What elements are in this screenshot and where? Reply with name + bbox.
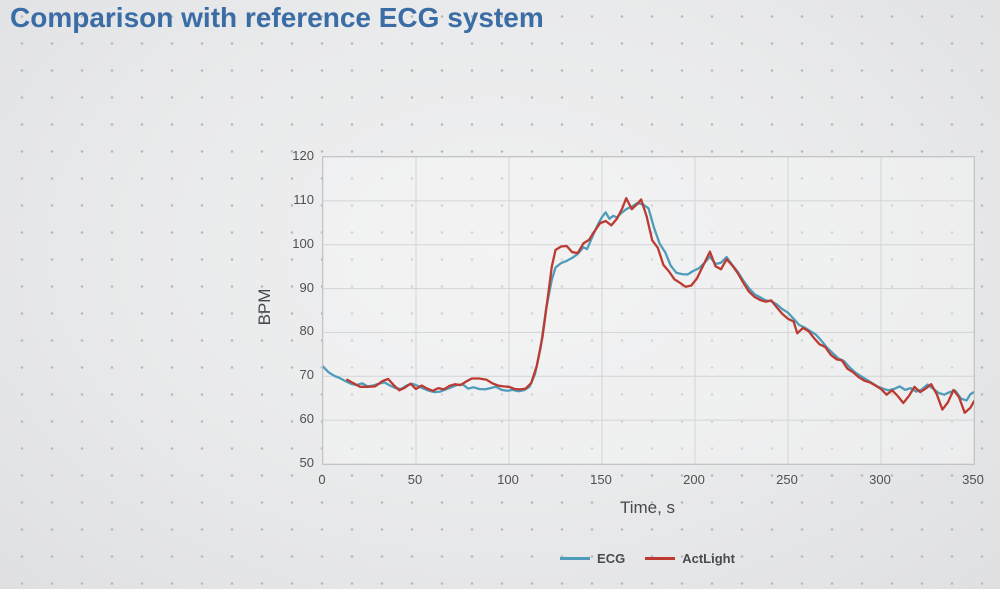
legend-swatch-actlight bbox=[645, 557, 676, 560]
y-tick-label: 100 bbox=[292, 235, 314, 251]
chart-canvas bbox=[323, 157, 974, 464]
y-tick-label: 60 bbox=[299, 411, 314, 427]
x-tick-label: 150 bbox=[590, 472, 612, 487]
series-line-ecg bbox=[323, 201, 974, 402]
page-title: Comparison with reference ECG system bbox=[10, 2, 544, 33]
legend-label-actlight: ActLight bbox=[682, 551, 735, 566]
series-line-actlight bbox=[346, 197, 974, 414]
x-tick-label: 50 bbox=[407, 472, 423, 487]
x-tick-label: 200 bbox=[683, 472, 705, 487]
x-tick-label: 100 bbox=[497, 472, 519, 487]
y-tick-label: 70 bbox=[299, 367, 314, 383]
x-axis-title: Time, s bbox=[619, 498, 676, 517]
legend-item-ecg: ECG bbox=[560, 551, 625, 566]
x-tick-label: 300 bbox=[869, 472, 891, 487]
chart-legend: ECG ActLight bbox=[322, 551, 973, 566]
x-tick-label: 0 bbox=[318, 472, 326, 487]
y-tick-label: 110 bbox=[293, 191, 314, 207]
legend-label-ecg: ECG bbox=[597, 551, 626, 566]
x-tick-label: 250 bbox=[776, 472, 798, 487]
y-tick-label: 120 bbox=[292, 148, 314, 163]
plot-area bbox=[322, 156, 975, 465]
legend-item-actlight: ActLight bbox=[645, 551, 735, 566]
legend-swatch-ecg bbox=[560, 557, 591, 560]
x-tick-label: 350 bbox=[962, 472, 984, 487]
y-tick-label: 80 bbox=[299, 323, 314, 339]
y-tick-label: 90 bbox=[299, 279, 314, 295]
y-tick-label: 50 bbox=[299, 455, 314, 470]
